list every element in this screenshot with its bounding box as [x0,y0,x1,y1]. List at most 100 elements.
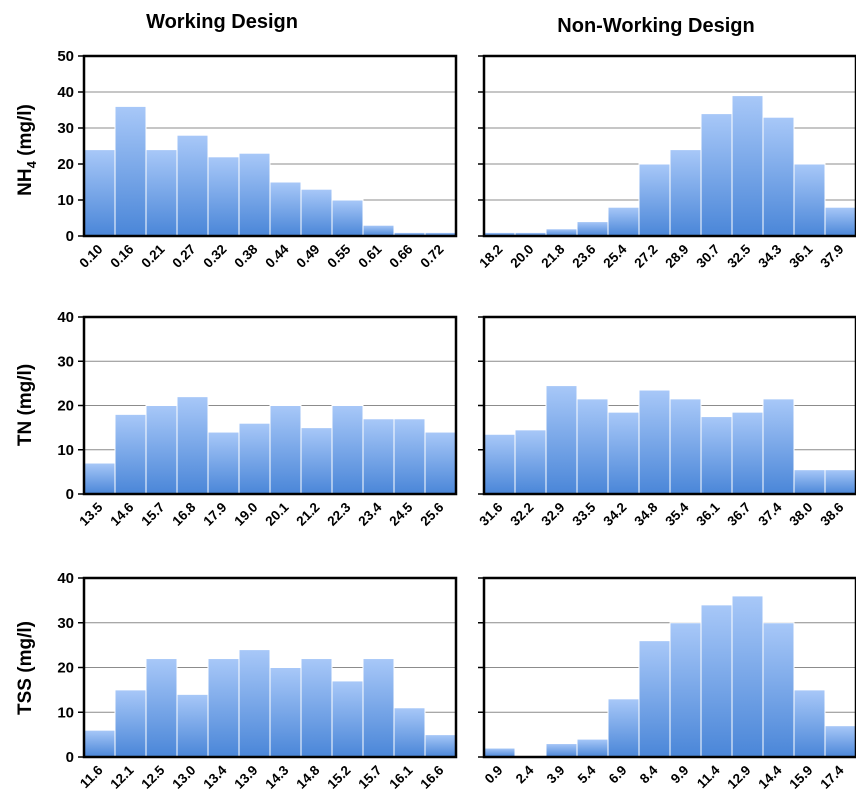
x-tick-label: 17.9 [200,500,229,529]
bar [545,743,578,758]
x-tick-label: 34.3 [755,241,785,271]
panel-tn-non-working: 31.6 32.2 32.9 33.5 34.2 34.8 35.4 36.1 36.7 37.4… [476,315,856,529]
x-tick-label: 32.2 [507,500,536,529]
x-tick-label: 0.49 [293,242,322,271]
x-tick-label: 38.6 [817,499,847,529]
y-tick-label: 30 [57,353,74,370]
bar [114,413,147,495]
x-tick-label: 0.72 [417,242,446,271]
bar [731,411,764,495]
x-tick-label: 20.1 [262,499,292,529]
panel-nh4-non-working: 18.2 20.0 21.8 23.6 25.4 27.2 28.9 30.7 32.5 34.3… [476,54,856,271]
x-tick-label: 15.9 [786,763,815,792]
bar [207,431,240,495]
bar [638,389,671,495]
x-tick-label: 6.9 [606,763,630,787]
x-tick-label: 8.4 [637,762,661,786]
bar [207,156,240,237]
bar [669,149,702,237]
x-tick-label: 9.9 [668,763,692,787]
x-tick-label: 0.16 [107,241,137,271]
x-tick-label: 32.9 [538,500,567,529]
x-tick-label: 23.4 [355,499,385,529]
x-tick-label: 32.5 [724,241,754,271]
x-tick-label: 0.27 [169,242,198,271]
y-tick-label: 30 [57,615,74,632]
y-tick-label: 40 [57,309,74,326]
x-tick-label: 25.6 [417,499,447,529]
x-tick-label: 14.4 [755,762,785,792]
x-tick-label: 24.5 [386,499,416,529]
bar [269,667,302,758]
x-tick-label: 13.9 [231,763,260,792]
bar [700,604,733,758]
bar [83,729,116,758]
bar [362,658,395,758]
x-tick-label: 13.4 [200,762,230,792]
x-tick-label: 31.6 [476,499,506,529]
bar [145,149,178,237]
bar [238,422,271,495]
x-tick-label: 13.5 [76,499,106,529]
column-title-working: Working Design [146,11,298,33]
bar [269,181,302,237]
y-tick-label: 40 [57,570,74,587]
x-tick-label: 3.9 [544,763,568,787]
y-tick-label: 0 [66,486,74,503]
bar [545,385,578,495]
x-tick-label: 0.10 [76,242,105,271]
x-tick-label: 0.38 [231,241,261,271]
bar [576,221,609,237]
y-tick-label: 20 [57,398,74,415]
x-tick-label: 30.7 [693,242,722,271]
y-tick-label: 30 [57,120,74,137]
bar [514,429,547,495]
x-tick-label: 12.9 [724,763,753,792]
row-ylabel-tn: TN (mg/l) [15,364,36,446]
bar [607,206,640,237]
bar [576,398,609,495]
x-tick-label: 16.1 [386,762,416,792]
bar [607,698,640,758]
x-tick-label: 12.1 [107,762,137,792]
x-tick-label: 36.1 [693,499,723,529]
bar [207,658,240,758]
x-tick-label: 15.2 [324,763,353,792]
bar [83,149,116,237]
bar [331,405,364,495]
y-tick-label: 20 [57,660,74,677]
bar [83,462,116,495]
x-tick-label: 16.8 [169,499,199,529]
bar [331,199,364,237]
x-tick-label: 23.6 [569,241,599,271]
bar [638,163,671,237]
bar [300,658,333,758]
bar [731,95,764,237]
x-tick-label: 11.6 [77,762,106,791]
bar [700,113,733,237]
x-tick-label: 34.8 [631,499,661,529]
x-tick-label: 21.2 [293,500,322,529]
y-tick-label: 20 [57,156,74,173]
bar [424,431,457,495]
x-tick-label: 36.7 [724,500,753,529]
x-tick-label: 19.0 [231,500,260,529]
y-tick-label: 10 [57,442,74,459]
y-tick-label: 10 [57,192,74,209]
bar [300,427,333,495]
plot-frame [482,54,856,238]
x-tick-label: 11.4 [694,762,723,791]
row-ylabel-nh4: NH4 (mg/l) [15,104,39,196]
bar [793,163,826,237]
x-tick-label: 37.9 [817,242,846,271]
bar [607,411,640,495]
x-tick-label: 37.4 [755,499,785,529]
x-tick-label: 0.66 [386,241,416,271]
x-tick-label: 0.32 [200,242,229,271]
bar [269,405,302,495]
x-tick-label: 15.7 [138,500,167,529]
x-tick-label: 25.4 [600,241,630,271]
bar [114,689,147,758]
bar [824,206,856,237]
